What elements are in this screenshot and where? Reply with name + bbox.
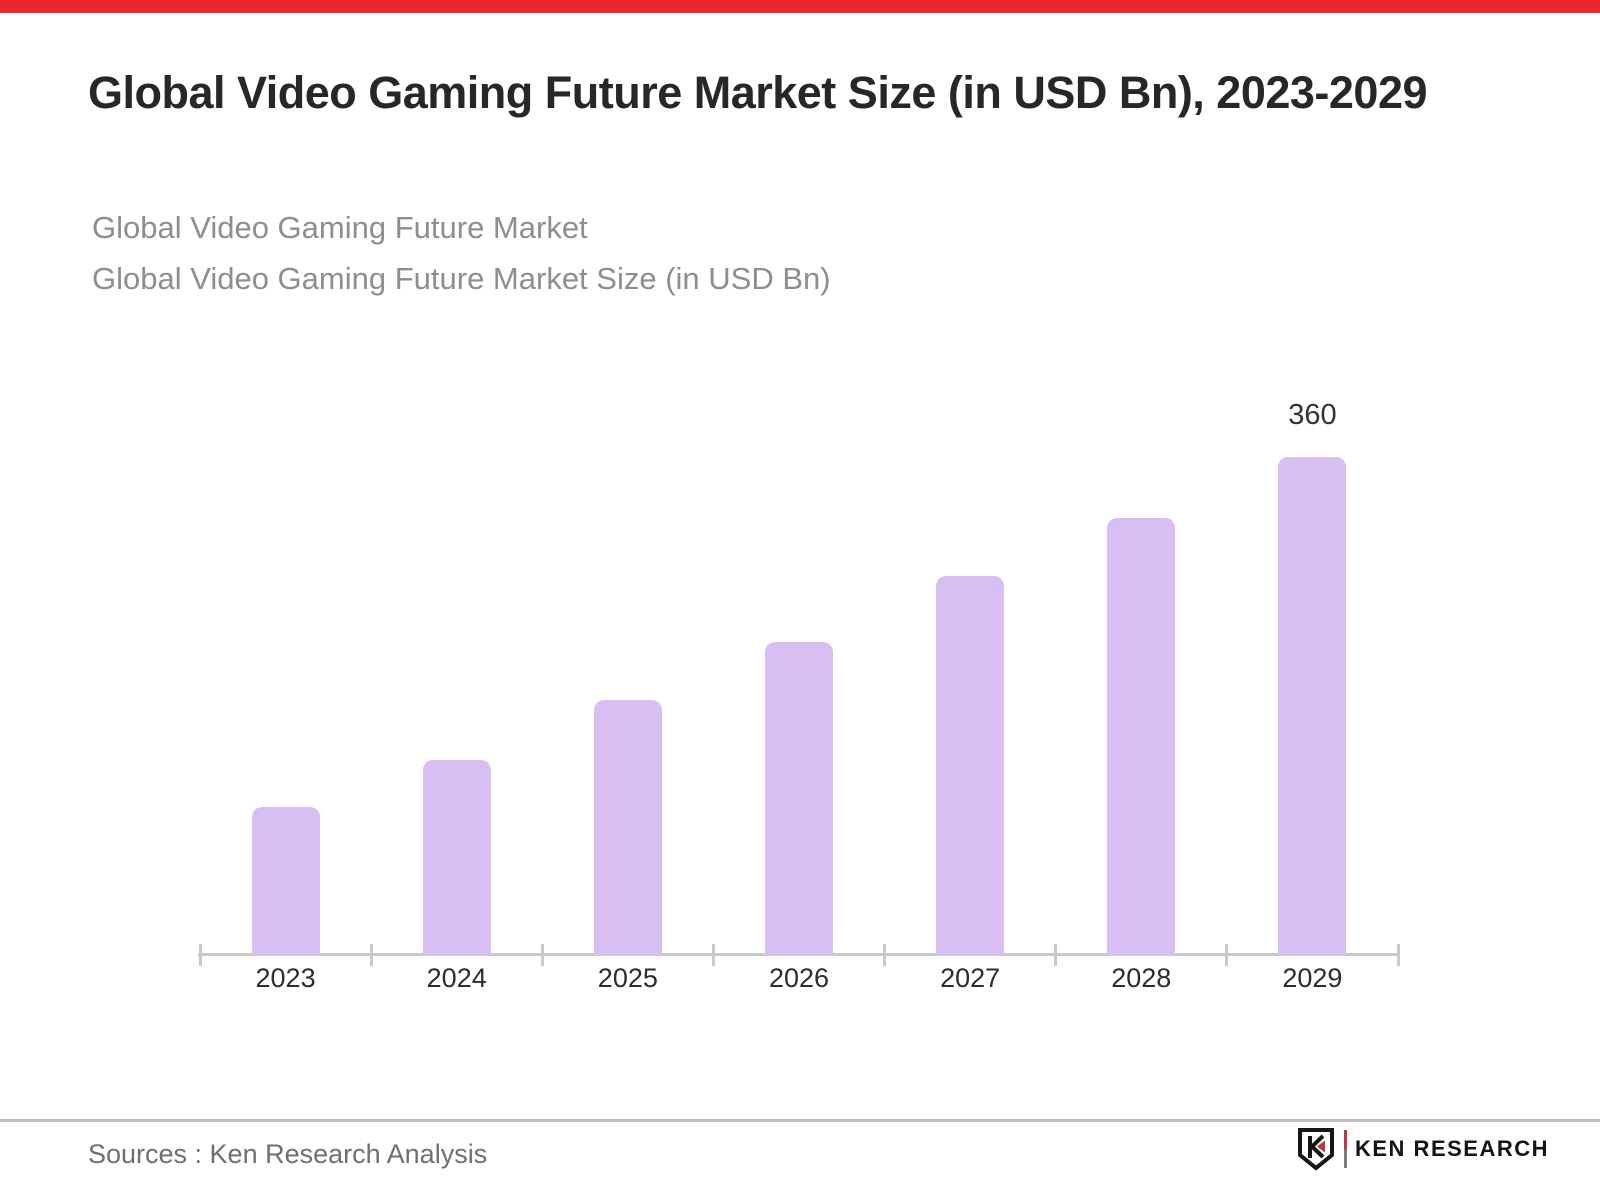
x-axis-tick — [540, 944, 544, 966]
x-axis-tick — [369, 944, 373, 966]
x-axis-label-2024: 2024 — [426, 963, 487, 993]
x-axis-label-2029: 2029 — [1282, 963, 1343, 993]
x-axis-tick — [1225, 944, 1229, 966]
x-axis-label-2028: 2028 — [1111, 963, 1172, 993]
bar-2026 — [765, 642, 833, 955]
bar-2028 — [1107, 518, 1176, 955]
chart-subtitle-line1: Global Video Gaming Future Market — [92, 210, 588, 245]
bar-2025 — [593, 700, 662, 955]
x-axis-label-2027: 2027 — [940, 963, 1001, 993]
x-axis-label-2025: 2025 — [597, 963, 658, 993]
page-title: Global Video Gaming Future Market Size (… — [88, 67, 1428, 118]
shield-k-icon — [1298, 1128, 1334, 1171]
bar-2027 — [936, 576, 1005, 955]
x-axis-tick — [1054, 944, 1058, 966]
bar-2029 — [1278, 457, 1347, 955]
source-text: Sources : Ken Research Analysis — [88, 1139, 488, 1169]
chart-subtitle-block: Global Video Gaming Future Market Global… — [92, 202, 1392, 304]
top-accent-bar — [0, 0, 1600, 13]
bar-value-label-2029: 360 — [1288, 399, 1337, 431]
x-axis-label-2023: 2023 — [255, 963, 316, 993]
x-axis-tick — [1396, 944, 1400, 966]
footer-divider — [0, 1119, 1600, 1122]
x-axis-label-2026: 2026 — [768, 963, 830, 993]
x-axis-tick — [711, 944, 715, 966]
logo-text: KEN RESEARCH — [1355, 1136, 1550, 1161]
ken-research-logo: KEN RESEARCH — [1296, 1126, 1549, 1172]
x-axis-tick — [883, 944, 887, 966]
logo-separator — [1344, 1130, 1347, 1168]
chart-subtitle-line2: Global Video Gaming Future Market Size (… — [92, 261, 831, 296]
bar-2024 — [422, 760, 491, 955]
bar-2023 — [251, 807, 320, 955]
x-axis-tick — [198, 944, 202, 966]
